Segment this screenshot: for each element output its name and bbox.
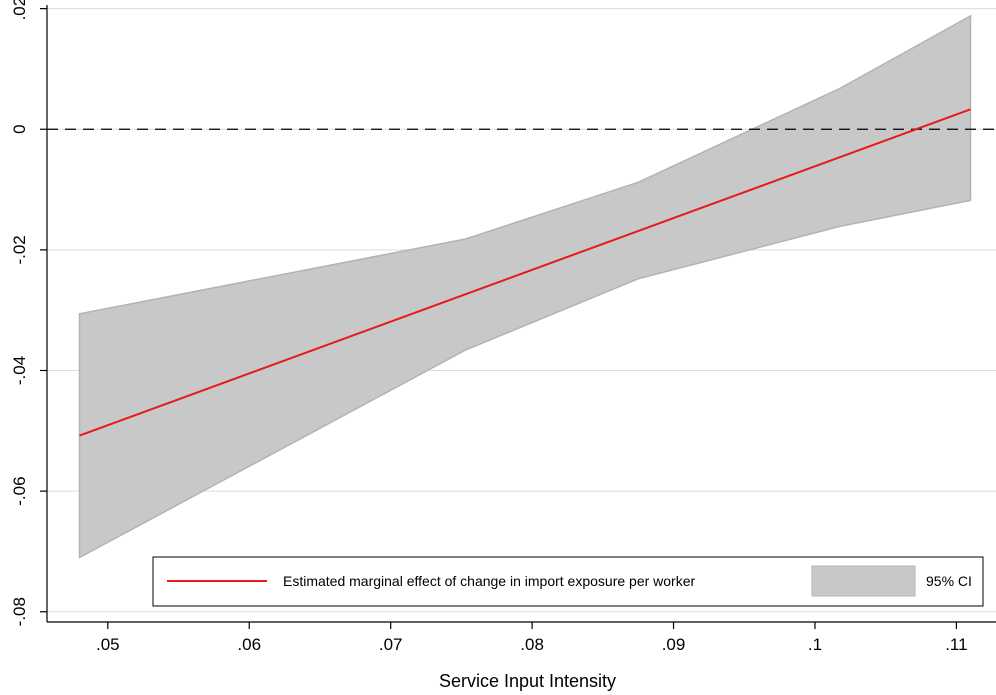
axes [46,5,996,623]
y-tick-label-4: 0 [10,124,29,133]
confidence-band [78,14,972,559]
legend: Estimated marginal effect of change in i… [152,556,984,607]
x-tick-label-0: .05 [96,635,120,654]
x-tick-label-2: .07 [379,635,403,654]
x-tick-label-6: .11 [945,635,967,654]
y-tick-label-0: -.08 [10,597,29,626]
marginal-effect-line [79,108,971,437]
x-axis-title: Service Input Intensity [439,671,616,691]
x-tick-label-4: .09 [662,635,686,654]
x-tick-label-1: .06 [237,635,261,654]
x-axis-ticks: .05 .06 .07 .08 .09 .1 .11 [96,622,968,654]
x-tick-label-3: .08 [520,635,544,654]
x-tick-label-5: .1 [808,635,822,654]
y-tick-label-2: -.04 [10,356,29,385]
legend-ci-label: 95% CI [926,573,972,589]
legend-ci-swatch [811,565,916,597]
y-tick-label-5: .02 [10,0,29,20]
y-tick-label-3: -.02 [10,235,29,264]
y-tick-label-1: -.06 [10,476,29,505]
legend-series-label: Estimated marginal effect of change in i… [283,573,696,589]
y-axis-ticks: -.08 -.06 -.04 -.02 0 .02 [10,0,47,626]
